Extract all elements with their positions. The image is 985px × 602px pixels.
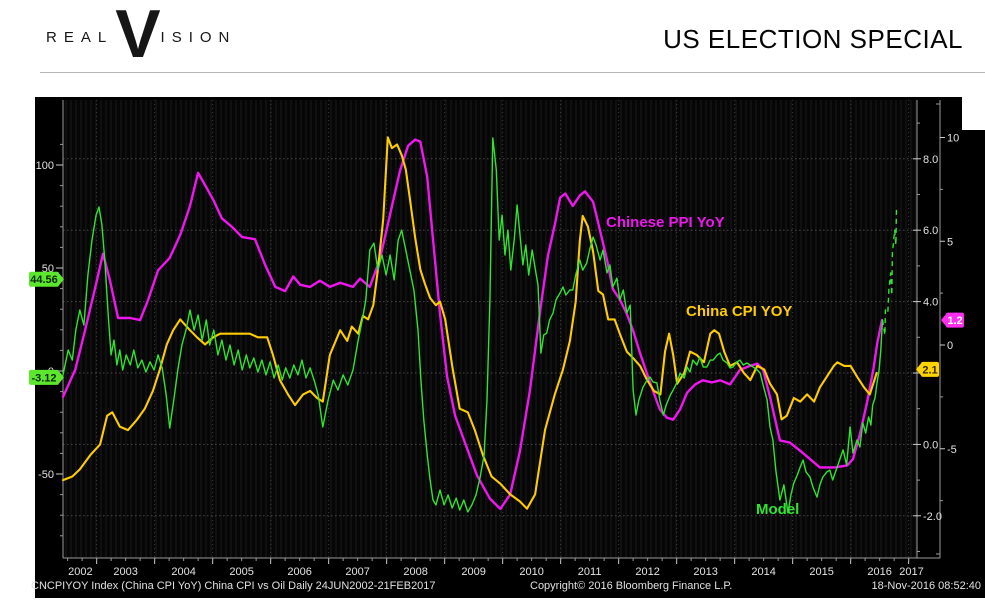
- footer-security-description: CNCPIYOY Index (China CPI YoY) China CPI…: [31, 580, 436, 592]
- axis-value-badge: 44.56: [29, 271, 64, 287]
- svg-text:2013: 2013: [693, 566, 717, 578]
- svg-text:2007: 2007: [345, 566, 369, 578]
- svg-text:2016: 2016: [867, 566, 891, 578]
- svg-text:6.0: 6.0: [923, 225, 938, 237]
- svg-text:100: 100: [36, 160, 54, 172]
- plot-background: [63, 100, 917, 558]
- logo-v-mark: V: [115, 0, 161, 72]
- svg-text:2005: 2005: [229, 566, 253, 578]
- chart-texts: Chinese PPI YoY China CPI YOY Model CNCP…: [31, 214, 981, 592]
- series-label-model: Model: [756, 501, 799, 518]
- svg-text:2015: 2015: [809, 566, 833, 578]
- svg-text:0.0: 0.0: [923, 439, 938, 451]
- panel-top-right-notch: [962, 97, 985, 130]
- svg-text:0: 0: [947, 340, 953, 352]
- svg-text:2009: 2009: [461, 566, 485, 578]
- logo-text-ision: ISION: [160, 28, 237, 46]
- footer-timestamp: 18-Nov-2016 08:52:40: [872, 580, 981, 592]
- series-label-china-cpi: China CPI YOY: [686, 303, 792, 320]
- page-title: US ELECTION SPECIAL: [663, 24, 963, 54]
- gridlines: [63, 100, 917, 558]
- page-header: REAL V ISION US ELECTION SPECIAL: [0, 0, 985, 72]
- svg-text:-3.12: -3.12: [31, 372, 56, 384]
- axis-value-badge: 1.2: [941, 312, 964, 328]
- axis-value-badge: 2.1: [916, 361, 939, 377]
- axes: 100500-508.06.04.00.0-2.01050-5200220032…: [36, 100, 959, 578]
- svg-text:2017: 2017: [899, 566, 923, 578]
- svg-text:-5: -5: [947, 444, 957, 456]
- realvision-logo: REAL V ISION: [46, 0, 237, 72]
- svg-text:2014: 2014: [751, 566, 775, 578]
- svg-text:10: 10: [947, 133, 959, 145]
- svg-text:2011: 2011: [578, 566, 602, 578]
- svg-text:2010: 2010: [519, 566, 543, 578]
- svg-text:5: 5: [947, 236, 953, 248]
- svg-text:2003: 2003: [113, 566, 137, 578]
- svg-text:2004: 2004: [171, 566, 195, 578]
- axis-value-badge: -3.12: [29, 369, 64, 385]
- svg-text:-2.0: -2.0: [923, 511, 942, 523]
- footer-copyright: Copyright© 2016 Bloomberg Finance L.P.: [530, 580, 732, 592]
- series-label-chinese-ppi: Chinese PPI YoY: [606, 214, 725, 231]
- svg-text:2.1: 2.1: [922, 364, 937, 376]
- header-divider: [40, 72, 985, 73]
- svg-text:2008: 2008: [403, 566, 427, 578]
- svg-text:44.56: 44.56: [30, 274, 58, 286]
- svg-text:1.2: 1.2: [947, 315, 962, 327]
- series-lines: [61, 136, 898, 514]
- svg-text:4.0: 4.0: [923, 297, 938, 309]
- svg-text:2002: 2002: [68, 566, 92, 578]
- svg-text:-50: -50: [38, 469, 54, 481]
- svg-text:2012: 2012: [635, 566, 659, 578]
- value-badges: 44.56 -3.12 2.1 1.2: [29, 271, 964, 385]
- svg-text:8.0: 8.0: [923, 154, 938, 166]
- logo-text-real: REAL: [46, 28, 114, 46]
- svg-text:2006: 2006: [287, 566, 311, 578]
